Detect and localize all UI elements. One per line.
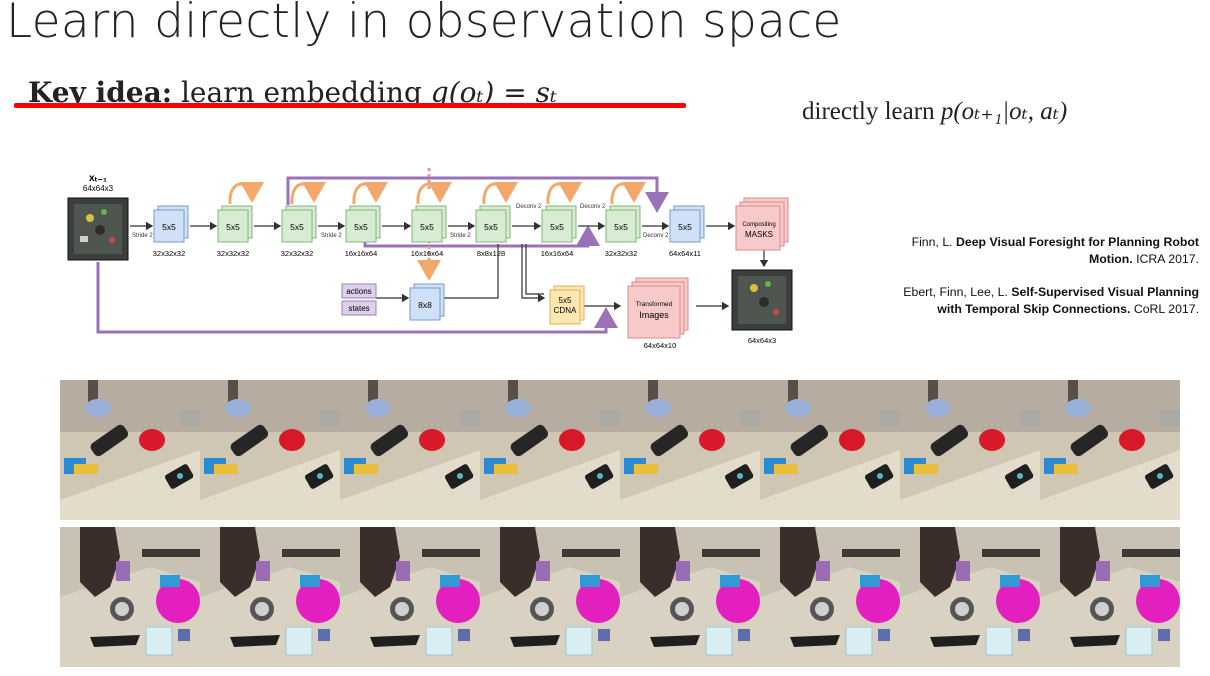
architecture-diagram: xₜ₋₁ 64x64x3 5x5 32x32x32 5x5 32x32x32 5… — [67, 168, 793, 350]
conv-label-5: 5x5 — [420, 222, 434, 232]
directly-text: directly learn — [802, 98, 935, 125]
transformed-dims: 64x64x10 — [644, 341, 677, 350]
conv-dims-3: 32x32x32 — [281, 249, 314, 258]
layer-annotations: Stride 2 Stride 2 Stride 2 Deconv 2 Deco… — [132, 204, 669, 239]
conv-label-3: 5x5 — [290, 222, 304, 232]
compositing-label-1: Compositing — [742, 222, 775, 228]
skip-connection-top — [286, 176, 669, 213]
stride-label-3: Stride 2 — [450, 233, 471, 239]
conv-dims-1: 32x32x32 — [153, 249, 186, 258]
skip-connection-mid — [363, 225, 600, 248]
reference-2-title-line2: with Temporal Skip Connections. — [937, 302, 1131, 316]
cdna-label-2: CDNA — [554, 306, 577, 315]
transformed-label-2: Images — [639, 310, 669, 320]
reference-1: Finn, L. Deep Visual Foresight for Plann… — [779, 234, 1199, 268]
input-dims: 64x64x3 — [83, 184, 114, 193]
directly-formula: p(oₜ₊₁|oₜ, aₜ) — [940, 98, 1068, 125]
stride-label-1: Stride 2 — [132, 233, 153, 239]
reference-2-authors: Ebert, Finn, Lee, L. — [903, 285, 1008, 299]
conv-label-2: 5x5 — [226, 222, 240, 232]
transformed-images-block: Transformed Images 64x64x10 — [627, 277, 689, 350]
conv-dims-9: 64x64x11 — [669, 249, 701, 258]
reference-2-venue: CoRL 2017. — [1133, 302, 1199, 316]
output-image — [731, 269, 793, 331]
reference-1-authors: Finn, L. — [911, 235, 953, 249]
conv-label-6: 5x5 — [484, 222, 498, 232]
compositing-masks-block: Compositing MASKS — [735, 197, 789, 251]
conv-label-9: 5x5 — [678, 222, 692, 232]
actions-label: actions — [346, 287, 371, 296]
reference-1-title-line2: Motion. — [1088, 252, 1133, 266]
reference-1-title-line1: Deep Visual Foresight for Planning Robot — [956, 235, 1199, 249]
reference-2-title-line1: Self-Supervised Visual Planning — [1011, 285, 1199, 299]
conv-dims-2: 32x32x32 — [217, 249, 250, 258]
slide-title: Learn directly in observation space — [6, 0, 842, 49]
conv-label-1: 5x5 — [162, 222, 176, 232]
conv-stack: 5x5 32x32x32 5x5 32x32x32 5x5 32x32x32 5… — [153, 205, 705, 258]
recurrent-loops — [228, 181, 646, 205]
deconv-label-1: Deconv 2 — [516, 204, 542, 210]
reference-1-venue: ICRA 2017. — [1136, 252, 1199, 266]
directly-learn-line: directly learn p(oₜ₊₁|oₜ, aₜ) — [802, 96, 1067, 126]
key-idea-line: Key idea: learn embedding g(oₜ) = sₜ — [28, 76, 557, 109]
stride-label-2: Stride 2 — [321, 233, 342, 239]
input-image — [67, 197, 129, 261]
reference-2: Ebert, Finn, Lee, L. Self-Supervised Vis… — [779, 284, 1199, 318]
forward-arrows — [130, 221, 769, 311]
actions-states-block: actions states — [341, 283, 377, 316]
fc-block: 8x8 — [409, 283, 445, 321]
transformed-label-1: Transformed — [636, 301, 673, 308]
conv-dims-7: 16x16x64 — [541, 249, 574, 258]
cdna-label-1: 5x5 — [559, 296, 572, 305]
states-label: states — [348, 304, 369, 313]
conv-dims-6: 8x8x128 — [477, 249, 505, 258]
conv-label-4: 5x5 — [354, 222, 368, 232]
strikethrough-line — [14, 103, 686, 108]
fc-label: 8x8 — [418, 300, 432, 310]
conv-dims-4: 16x16x64 — [345, 249, 378, 258]
deconv-label-3: Deconv 2 — [643, 233, 669, 239]
prediction-strip-2 — [60, 527, 1180, 667]
conv-dims-8: 32x32x32 — [605, 249, 638, 258]
output-dims: 64x64x3 — [748, 336, 776, 345]
conv-label-8: 5x5 — [614, 222, 628, 232]
skip-connection-bottom — [96, 262, 618, 334]
compositing-label-2: MASKS — [745, 230, 773, 239]
deconv-label-2: Deconv 2 — [580, 204, 606, 210]
conv-label-7: 5x5 — [550, 222, 564, 232]
prediction-strip-1 — [60, 380, 1180, 520]
conv-dims-5: 16x16x64 — [411, 249, 444, 258]
cdna-block: 5x5 CDNA — [549, 285, 585, 325]
input-label: xₜ₋₁ — [89, 173, 107, 184]
